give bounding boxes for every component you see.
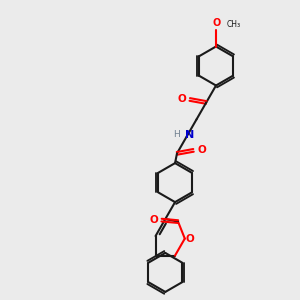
Text: O: O bbox=[213, 19, 221, 28]
Text: O: O bbox=[197, 146, 206, 155]
Text: H: H bbox=[173, 130, 180, 140]
Text: O: O bbox=[149, 215, 158, 225]
Text: O: O bbox=[185, 234, 194, 244]
Text: CH₃: CH₃ bbox=[226, 20, 241, 29]
Text: N: N bbox=[185, 130, 194, 140]
Text: O: O bbox=[177, 94, 186, 104]
